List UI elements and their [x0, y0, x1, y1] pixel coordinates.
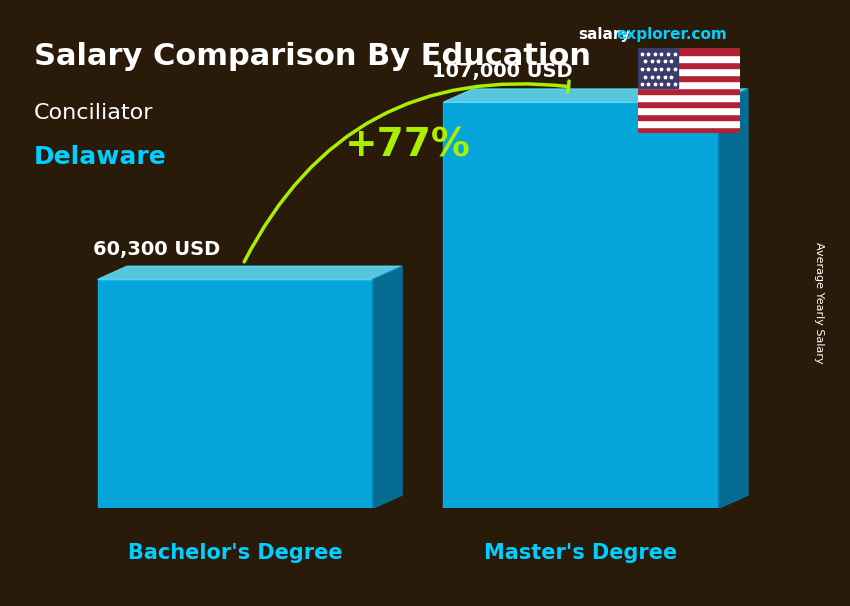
Bar	[638, 62, 740, 68]
Text: explorer.com: explorer.com	[616, 27, 727, 42]
Bar	[638, 48, 740, 55]
Text: Average Yearly Salary: Average Yearly Salary	[814, 242, 824, 364]
Text: Bachelor's Degree: Bachelor's Degree	[128, 542, 343, 562]
Bar	[638, 94, 740, 101]
Text: Master's Degree: Master's Degree	[484, 542, 677, 562]
Bar	[98, 279, 372, 508]
Bar	[638, 68, 740, 75]
Bar	[638, 81, 740, 88]
Bar	[638, 48, 678, 88]
Text: Salary Comparison By Education: Salary Comparison By Education	[34, 42, 591, 72]
Bar	[638, 107, 740, 114]
Text: 107,000 USD: 107,000 USD	[432, 62, 573, 81]
Text: Delaware: Delaware	[34, 145, 167, 170]
Bar	[638, 88, 740, 94]
Bar	[638, 120, 740, 127]
Polygon shape	[444, 89, 748, 102]
Polygon shape	[372, 266, 402, 508]
Polygon shape	[98, 266, 402, 279]
Bar	[638, 114, 740, 120]
Bar	[638, 55, 740, 62]
Text: 60,300 USD: 60,300 USD	[93, 239, 220, 259]
Text: Conciliator: Conciliator	[34, 103, 154, 123]
Bar	[444, 102, 718, 508]
Bar	[638, 101, 740, 107]
Bar	[638, 127, 740, 133]
Bar	[638, 75, 740, 81]
Text: salary: salary	[578, 27, 631, 42]
Polygon shape	[718, 89, 748, 508]
Text: +77%: +77%	[345, 127, 471, 164]
